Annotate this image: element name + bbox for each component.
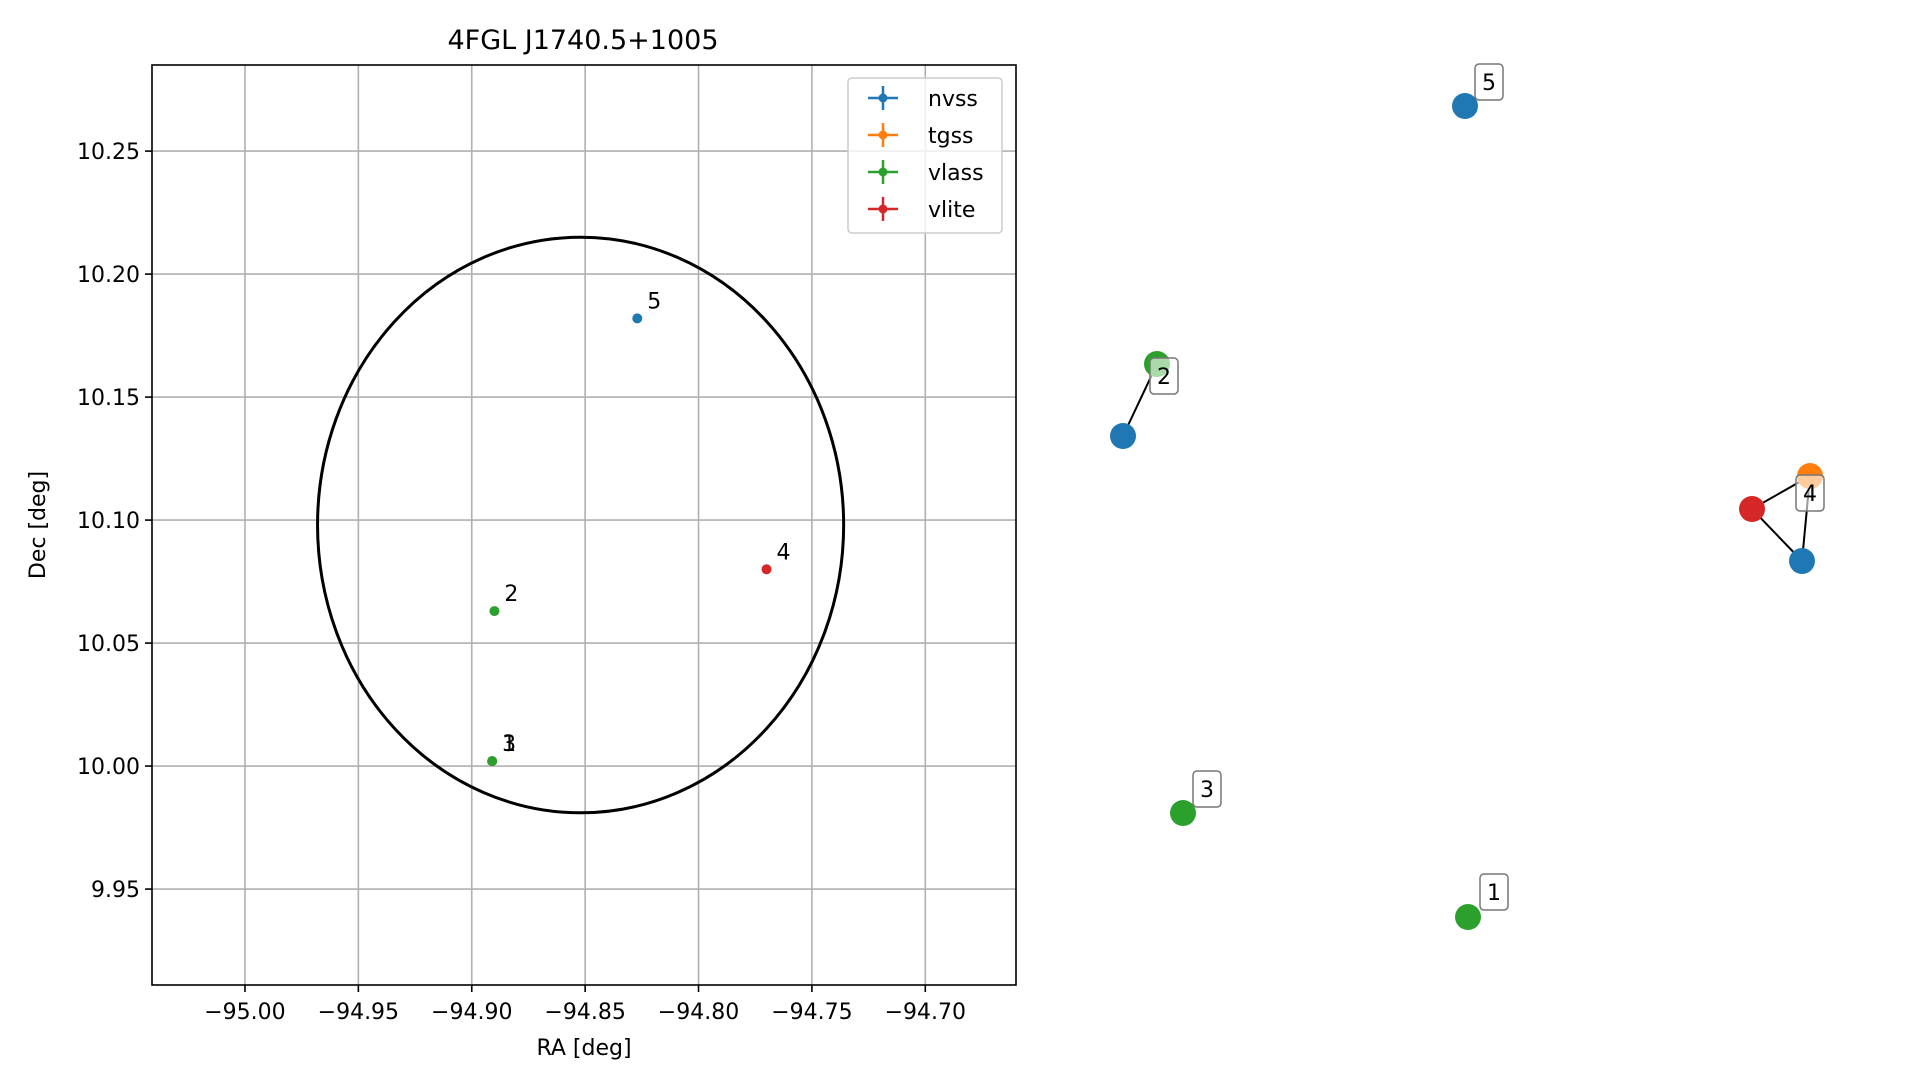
source-point-label: 5 — [647, 289, 661, 314]
network-diagram: 5 2 4 3 1 — [1110, 63, 1825, 930]
chart-title: 4FGL J1740.5+1005 — [447, 25, 718, 56]
y-tick-label: 10.15 — [77, 386, 140, 411]
network-node-label: 1 — [1487, 881, 1501, 906]
y-tick-label: 10.25 — [77, 140, 140, 165]
localization-error-ellipse — [316, 235, 846, 815]
error-ellipse-layer — [316, 235, 846, 815]
plot-frame — [151, 64, 1017, 986]
network-node-vlass — [1455, 904, 1481, 930]
network-node-label: 4 — [1803, 482, 1817, 507]
y-axis-label: Dec [deg] — [26, 471, 51, 579]
data-points: 5 2 13 4 — [487, 289, 791, 767]
network-node-nvss — [1110, 423, 1136, 449]
x-tick-label: −94.75 — [771, 1000, 852, 1025]
y-tick-label: 10.10 — [77, 509, 140, 534]
legend-marker-tgss-dot — [878, 130, 888, 140]
source-point-vlass — [487, 756, 498, 767]
x-tick-label: −94.80 — [658, 1000, 739, 1025]
y-tick-label: 10.20 — [77, 263, 140, 288]
network-label-box — [1795, 474, 1825, 512]
axis-ticks: −95.00 −94.95 −94.90 −94.85 −94.80 −94.75 −94.… — [77, 140, 966, 1025]
network-node-nvss — [1789, 548, 1815, 574]
legend-marker-vlite-dot — [878, 204, 888, 214]
source-point-vlass — [489, 606, 500, 617]
source-point-label: 3 — [502, 732, 516, 757]
legend-marker-nvss-dot — [878, 93, 888, 103]
x-tick-label: −94.90 — [431, 1000, 512, 1025]
y-tick-label: 10.05 — [77, 632, 140, 657]
network-label-box — [1479, 873, 1509, 911]
source-point-nvss — [632, 313, 643, 324]
source-point-label: 2 — [504, 582, 518, 607]
source-point-vlite — [761, 564, 772, 575]
network-node-label: 2 — [1157, 365, 1171, 390]
y-tick-label: 10.00 — [77, 755, 140, 780]
network-node-vlite — [1739, 496, 1765, 522]
legend-label-tgss: tgss — [928, 124, 974, 149]
network-node-vlass — [1170, 800, 1196, 826]
legend-box — [847, 77, 1003, 234]
network-node-label: 5 — [1482, 71, 1496, 96]
legend-label-vlite: vlite — [928, 198, 975, 223]
x-tick-label: −95.00 — [204, 1000, 285, 1025]
x-tick-label: −94.95 — [318, 1000, 399, 1025]
legend-label-nvss: nvss — [928, 87, 978, 112]
source-point-label: 1 — [502, 732, 516, 757]
x-tick-label: −94.70 — [885, 1000, 966, 1025]
y-tick-label: 9.95 — [91, 878, 140, 903]
legend-marker-vlass-dot — [878, 167, 888, 177]
x-axis-label: RA [deg] — [536, 1036, 631, 1061]
network-label-box — [1474, 63, 1504, 101]
source-point-label: 4 — [777, 540, 791, 565]
network-node-label: 3 — [1200, 778, 1214, 803]
x-tick-label: −94.85 — [544, 1000, 625, 1025]
legend-label-vlass: vlass — [928, 161, 984, 186]
network-node-nvss — [1452, 93, 1478, 119]
network-label-box — [1149, 357, 1179, 395]
legend: nvss tgss vlass vlite — [847, 77, 1003, 234]
network-label-box — [1192, 770, 1222, 808]
